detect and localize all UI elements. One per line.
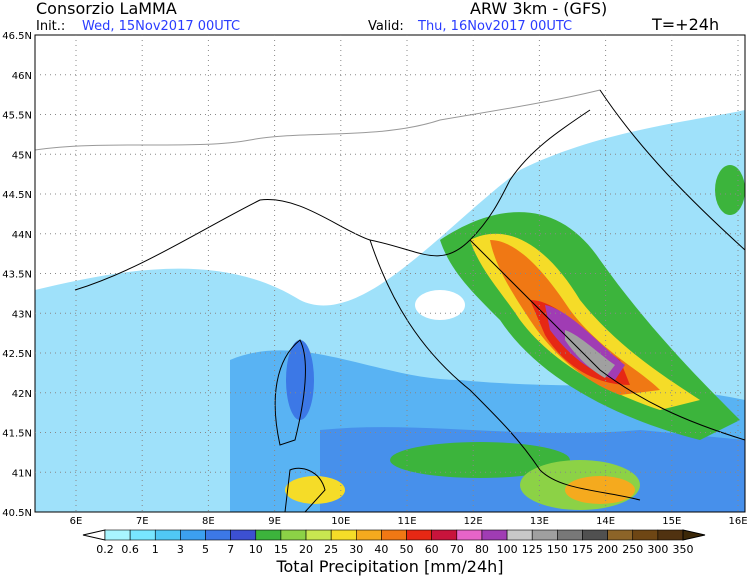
lon-label: 16E — [728, 516, 747, 527]
lat-label: 46N — [12, 71, 32, 82]
lat-label: 44N — [12, 230, 32, 241]
colorbar-bin — [230, 529, 257, 541]
colorbar-label: 40 — [374, 543, 388, 556]
colorbar-bin — [431, 529, 458, 541]
lat-label: 40.5N — [2, 508, 32, 519]
lat-label: 41N — [12, 468, 32, 479]
graticule: 46.5N 46N 45.5N 45N 44.5N 44N 43.5N 43N 42.5N 42N… — [2, 31, 747, 527]
valid-time: Thu, 16Nov2017 00UTC — [417, 19, 572, 34]
lat-label: 45.5N — [2, 111, 32, 122]
lon-label: 12E — [464, 516, 483, 527]
colorbar-label: 10 — [249, 543, 263, 556]
colorbar-label: 60 — [425, 543, 439, 556]
colorbar-label: 7 — [227, 543, 234, 556]
colorbar-bin — [104, 529, 131, 541]
colorbar-label: 250 — [622, 543, 643, 556]
colorbar-label: 20 — [299, 543, 313, 556]
colorbar-title: Total Precipitation [mm/24h] — [275, 557, 503, 576]
colorbar-label: 125 — [522, 543, 543, 556]
colorbar-bin — [607, 529, 634, 541]
lead-time: T=+24h — [651, 15, 719, 34]
lat-label: 42N — [12, 389, 32, 400]
colorbar-bin — [305, 529, 332, 541]
lon-label: 7E — [136, 516, 149, 527]
lat-label: 43.5N — [2, 270, 32, 281]
colorbar-label: 175 — [572, 543, 593, 556]
colorbar-bin — [180, 529, 206, 541]
colorbar-label: 150 — [547, 543, 568, 556]
colorbar-bin — [355, 529, 382, 541]
colorbar: 0.2 0.6 1 3 5 7 10 15 20 25 30 40 50 60 70 80 100 125 150 1… — [82, 529, 706, 556]
lat-label: 45N — [12, 150, 32, 161]
colorbar-bin — [406, 529, 432, 541]
colorbar-bin — [205, 529, 231, 541]
colorbar-bin — [154, 529, 181, 541]
lon-label: 13E — [530, 516, 549, 527]
lat-label: 43N — [12, 309, 32, 320]
colorbar-label: 200 — [597, 543, 618, 556]
colorbar-label: 80 — [475, 543, 489, 556]
lat-label: 42.5N — [2, 349, 32, 360]
colorbar-label: 25 — [324, 543, 338, 556]
lon-label: 15E — [662, 516, 681, 527]
init-label: Init.: — [36, 19, 65, 34]
colorbar-label: 1 — [152, 543, 159, 556]
colorbar-bin — [531, 529, 558, 541]
colorbar-label: 0.2 — [96, 543, 114, 556]
lon-label: 10E — [331, 516, 350, 527]
valid-label: Valid: — [368, 19, 404, 34]
init-time: Wed, 15Nov2017 00UTC — [82, 19, 240, 34]
colorbar-bin — [129, 529, 156, 541]
colorbar-bin — [582, 529, 608, 541]
lat-label: 41.5N — [2, 429, 32, 440]
colorbar-under — [82, 529, 106, 541]
colorbar-bin — [557, 529, 583, 541]
model: ARW 3km - (GFS) — [470, 0, 607, 18]
colorbar-label: 3 — [177, 543, 184, 556]
colorbar-bin — [381, 529, 407, 541]
colorbar-bin — [657, 529, 684, 541]
colorbar-label: 100 — [497, 543, 518, 556]
colorbar-label: 0.6 — [121, 543, 139, 556]
colorbar-bin — [632, 529, 659, 541]
lon-label: 9E — [268, 516, 281, 527]
colorbar-label: 300 — [647, 543, 668, 556]
title: Consorzio LaMMA — [36, 0, 177, 18]
colorbar-bin — [280, 529, 307, 541]
lon-label: 11E — [397, 516, 416, 527]
colorbar-bin — [506, 529, 533, 541]
colorbar-over — [682, 529, 706, 541]
colorbar-label: 15 — [274, 543, 288, 556]
colorbar-bin — [330, 529, 357, 541]
lon-label: 14E — [596, 516, 615, 527]
colorbar-label: 30 — [349, 543, 363, 556]
lat-label: 46.5N — [2, 31, 32, 42]
colorbar-bin — [481, 529, 508, 541]
colorbar-label: 5 — [202, 543, 209, 556]
lon-label: 6E — [70, 516, 83, 527]
colorbar-label: 70 — [450, 543, 464, 556]
lon-label: 8E — [202, 516, 215, 527]
colorbar-bin — [255, 529, 282, 541]
colorbar-label: 350 — [672, 543, 693, 556]
colorbar-label: 50 — [400, 543, 414, 556]
colorbar-bin — [456, 529, 483, 541]
lat-label: 44.5N — [2, 190, 32, 201]
